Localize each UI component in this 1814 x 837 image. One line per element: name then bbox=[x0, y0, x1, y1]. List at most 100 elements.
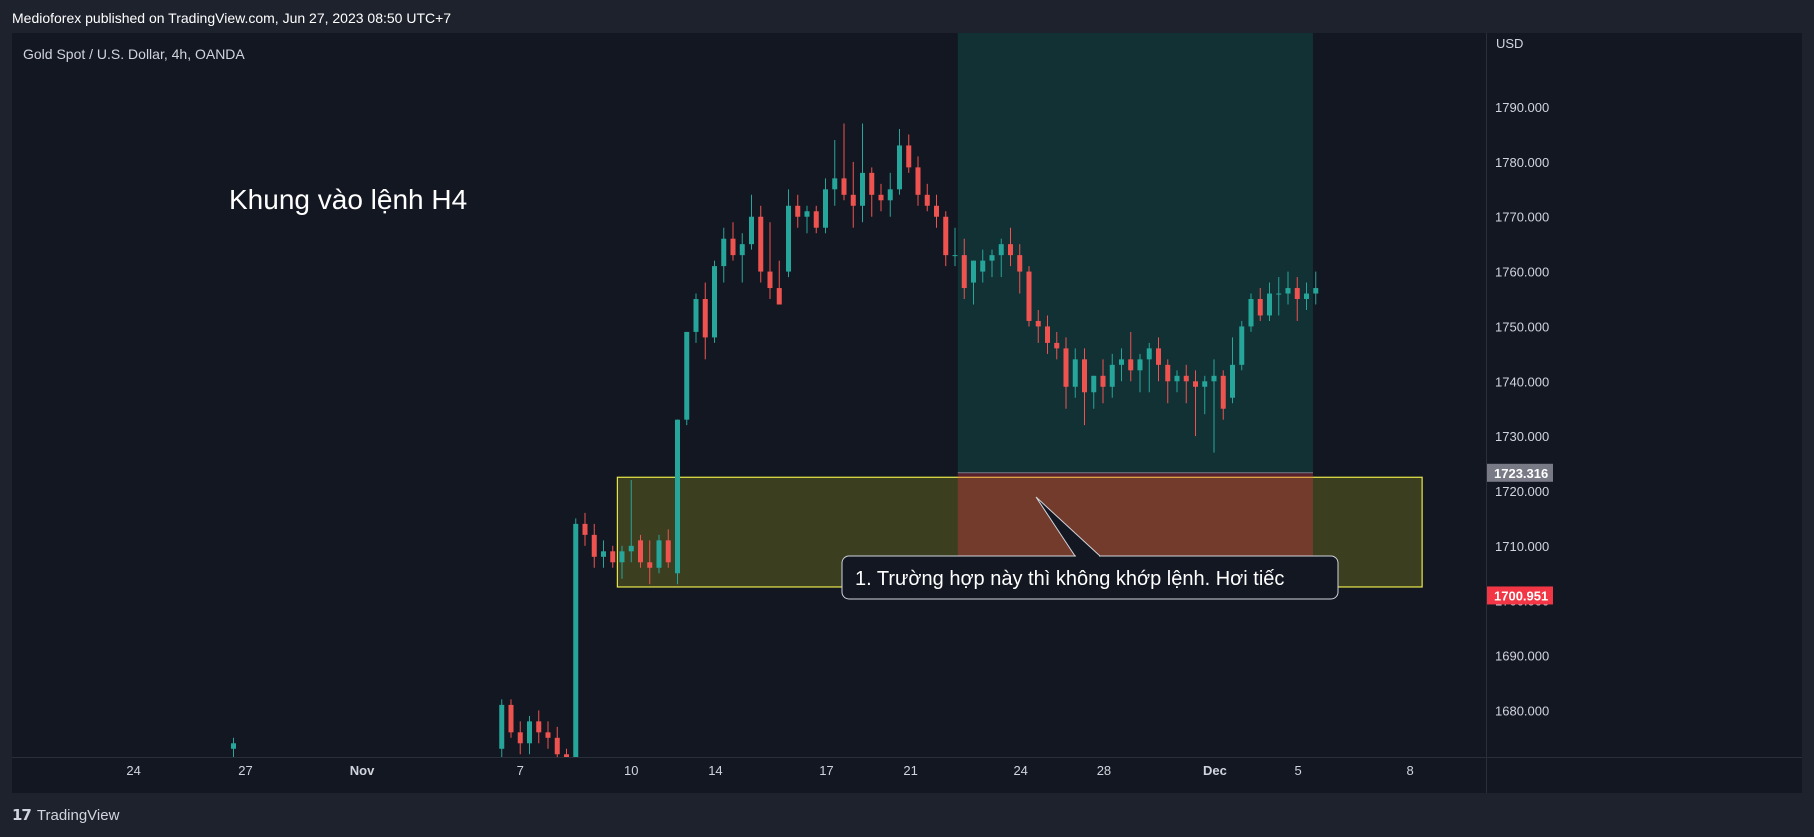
candle-body bbox=[564, 754, 569, 757]
tradingview-brand[interactable]: 𝟭𝟳 TradingView bbox=[12, 806, 119, 825]
candle-body bbox=[1248, 299, 1254, 327]
candle bbox=[869, 167, 875, 217]
candle bbox=[934, 194, 939, 228]
candle bbox=[776, 260, 782, 305]
candle bbox=[1119, 348, 1124, 382]
grid-lines bbox=[12, 33, 1802, 793]
candle-body bbox=[998, 244, 1004, 256]
candle-body bbox=[1109, 364, 1115, 387]
candle bbox=[1211, 359, 1217, 453]
candle bbox=[582, 512, 588, 546]
y-tick-label: 1740.000 bbox=[1495, 374, 1549, 389]
candle bbox=[850, 161, 856, 228]
candle bbox=[1054, 331, 1060, 360]
candle-body bbox=[1165, 364, 1171, 382]
candle bbox=[721, 227, 727, 283]
candle bbox=[813, 205, 819, 234]
x-tick-label: 8 bbox=[1406, 763, 1413, 778]
candle bbox=[804, 205, 810, 234]
candle bbox=[499, 699, 505, 757]
candle-body bbox=[1008, 244, 1013, 256]
candle bbox=[536, 710, 542, 744]
candle-body bbox=[545, 732, 551, 738]
candle bbox=[989, 249, 995, 278]
candle-body bbox=[1091, 375, 1097, 393]
candle bbox=[739, 233, 745, 283]
y-tick-label: 1720.000 bbox=[1495, 484, 1549, 499]
candle bbox=[971, 260, 976, 305]
candle bbox=[1063, 337, 1069, 409]
candle-body bbox=[1045, 326, 1050, 343]
price-label-box bbox=[1487, 463, 1553, 482]
candle bbox=[693, 293, 699, 343]
candle-body bbox=[1294, 288, 1300, 300]
candle bbox=[1156, 337, 1161, 382]
currency-label: USD bbox=[1496, 36, 1523, 51]
candle-body bbox=[897, 145, 902, 190]
candle-body bbox=[1035, 320, 1041, 327]
candle-body bbox=[1072, 359, 1078, 387]
candles-layer bbox=[231, 123, 1319, 757]
candle bbox=[1017, 244, 1023, 294]
candle-body bbox=[1304, 293, 1309, 300]
candle bbox=[1128, 331, 1134, 382]
x-tick-label: Dec bbox=[1203, 763, 1227, 778]
candle-body bbox=[712, 266, 717, 338]
candle-body bbox=[527, 721, 532, 744]
candle bbox=[1146, 342, 1152, 393]
candle-body bbox=[832, 178, 838, 190]
candle-body bbox=[721, 238, 727, 267]
candle-body bbox=[1313, 288, 1319, 294]
candle-body bbox=[1183, 375, 1189, 382]
candle-body bbox=[1137, 359, 1143, 371]
candle bbox=[1276, 277, 1282, 316]
candle-body bbox=[1082, 359, 1087, 393]
candle-body bbox=[850, 194, 856, 206]
candle bbox=[601, 540, 606, 568]
axes-layer: USD1680.0001690.0001700.0001710.0001720.… bbox=[126, 36, 1553, 778]
candle-body bbox=[804, 211, 810, 217]
candle bbox=[1109, 353, 1115, 398]
candle bbox=[1026, 266, 1032, 327]
candle-body bbox=[508, 704, 514, 733]
candle bbox=[730, 222, 736, 261]
callout: 1. Trường hợp này thì không khớp lệnh. H… bbox=[841, 496, 1339, 600]
candle-body bbox=[739, 244, 745, 256]
candle-body bbox=[813, 211, 819, 228]
candle-body bbox=[1017, 255, 1023, 272]
candle-body bbox=[1063, 348, 1069, 387]
candle-body bbox=[601, 551, 606, 557]
candle bbox=[1257, 288, 1263, 321]
candle-body bbox=[952, 255, 958, 257]
x-tick-label: 27 bbox=[238, 763, 252, 778]
candle bbox=[786, 189, 791, 278]
x-tick-label: 28 bbox=[1097, 763, 1111, 778]
candle-body bbox=[591, 534, 597, 557]
candle-body bbox=[878, 194, 884, 201]
candle bbox=[1045, 315, 1050, 354]
candle bbox=[952, 227, 958, 267]
candle bbox=[712, 260, 717, 343]
candle bbox=[1220, 370, 1226, 420]
candle bbox=[1294, 277, 1300, 321]
candle bbox=[702, 282, 708, 360]
candle bbox=[628, 480, 634, 563]
publisher-bar: Medioforex published on TradingView.com,… bbox=[0, 0, 1814, 33]
candle-body bbox=[860, 172, 865, 206]
price-label-text: 1700.951 bbox=[1494, 588, 1548, 603]
tradingview-logo-icon: 𝟭𝟳 bbox=[12, 807, 32, 824]
candle-body bbox=[628, 545, 634, 552]
candle bbox=[1100, 359, 1106, 404]
candle bbox=[887, 172, 893, 217]
price-label-box bbox=[1487, 586, 1553, 605]
candle bbox=[545, 721, 551, 749]
candle bbox=[610, 545, 616, 568]
candle bbox=[980, 249, 986, 283]
candle bbox=[527, 715, 532, 755]
candle-body bbox=[776, 288, 782, 305]
candle-body bbox=[1193, 381, 1198, 387]
candle bbox=[749, 194, 754, 250]
candle bbox=[1304, 282, 1309, 310]
candle-body bbox=[702, 299, 708, 338]
